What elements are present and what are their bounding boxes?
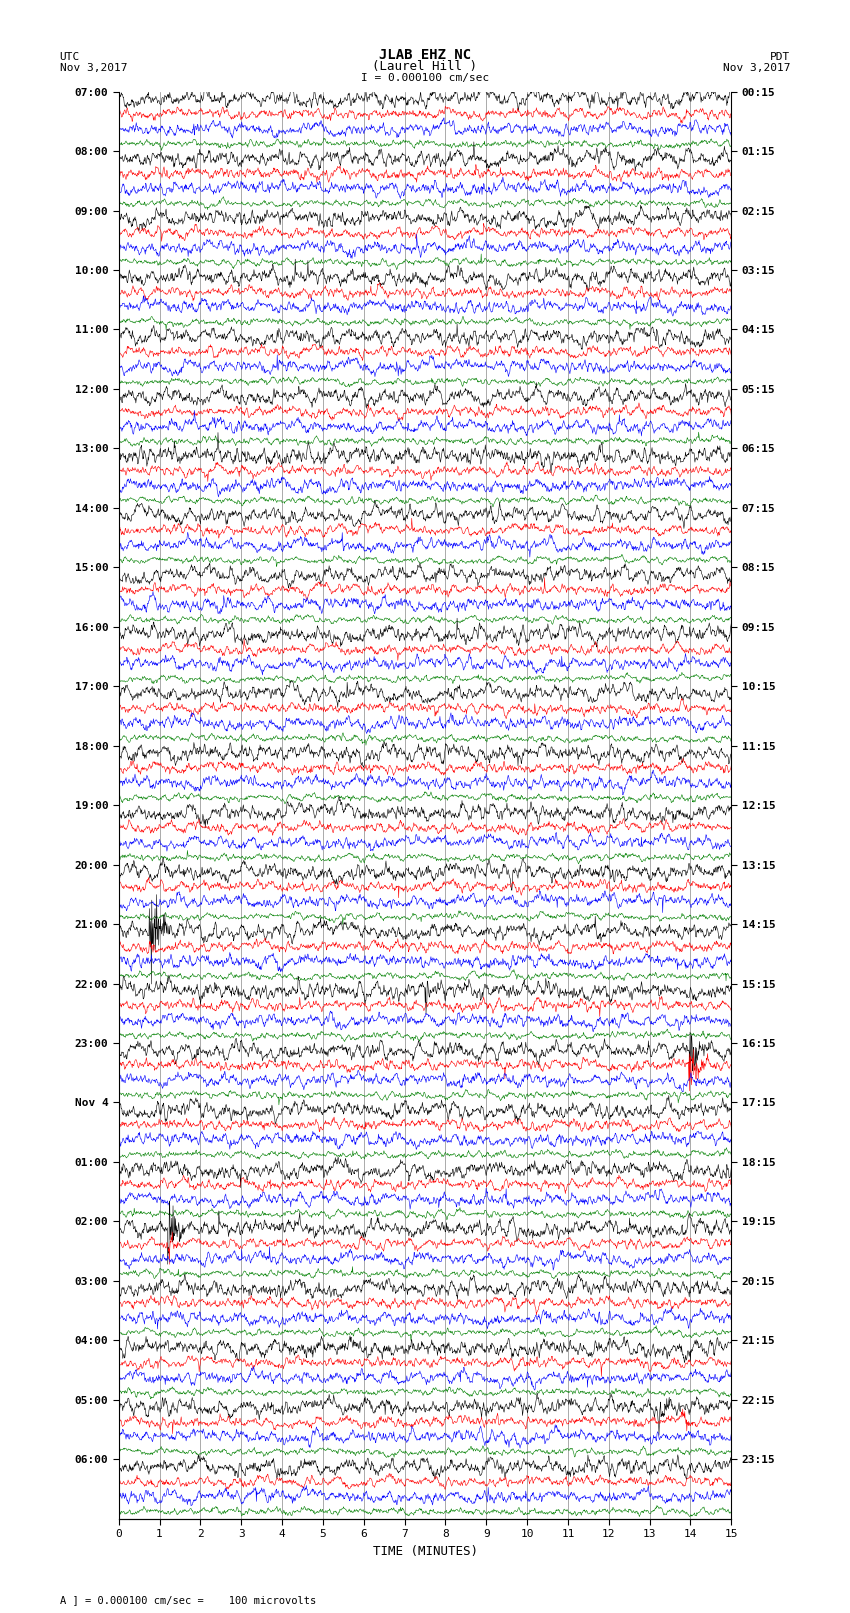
Text: PDT: PDT bbox=[770, 52, 790, 63]
Text: UTC: UTC bbox=[60, 52, 80, 63]
Text: Nov 3,2017: Nov 3,2017 bbox=[60, 63, 127, 73]
Text: JLAB EHZ NC: JLAB EHZ NC bbox=[379, 48, 471, 63]
Text: Nov 3,2017: Nov 3,2017 bbox=[723, 63, 791, 73]
Text: I = 0.000100 cm/sec: I = 0.000100 cm/sec bbox=[361, 73, 489, 84]
Text: A ] = 0.000100 cm/sec =    100 microvolts: A ] = 0.000100 cm/sec = 100 microvolts bbox=[60, 1595, 315, 1605]
Text: (Laurel Hill ): (Laurel Hill ) bbox=[372, 60, 478, 73]
X-axis label: TIME (MINUTES): TIME (MINUTES) bbox=[372, 1545, 478, 1558]
